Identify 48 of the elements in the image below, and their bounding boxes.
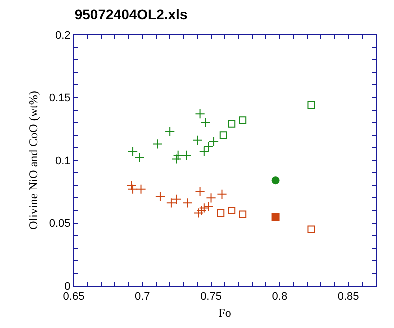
point [272,176,280,185]
point [239,210,247,218]
point [152,139,163,150]
point [199,146,210,157]
point [172,154,182,164]
point [308,226,316,234]
point [199,203,210,214]
point [128,184,138,194]
y-tick-label: 0 [64,280,71,293]
x-tick-label: 0.75 [200,291,222,304]
x-axis-title: Fo [218,306,232,320]
point [172,194,182,204]
point [195,109,206,120]
point [195,186,206,197]
point [194,208,204,218]
point [126,180,137,191]
point [217,209,225,217]
point [182,198,193,208]
point [228,120,236,128]
point [220,132,228,140]
point [272,212,280,221]
y-tick-label: 0.15 [49,92,71,105]
point [136,184,146,194]
point [166,198,177,208]
y-tick-label: 0.1 [56,155,71,168]
y-tick-label: 0.2 [56,30,71,42]
point [203,142,214,152]
point [217,189,228,200]
point [165,126,176,137]
point [208,136,220,147]
x-tick-label: 0.85 [338,291,360,304]
point [239,116,247,124]
point [308,102,316,110]
x-tick-label: 0.8 [272,291,288,304]
point [203,202,214,212]
point [228,206,236,214]
x-tick-label: 0.65 [63,291,85,304]
x-tick-label: 0.7 [134,291,150,304]
point [192,135,203,146]
y-tick-label: 0.05 [49,218,71,230]
y-axis-title: Olivine NiO and CoO (wt%) [26,91,41,230]
point [155,192,166,202]
point [200,118,211,128]
chart-title: 95072404OL2.xls [74,6,188,23]
point [206,193,216,204]
point [196,206,207,216]
point [173,150,184,161]
point [182,150,192,161]
